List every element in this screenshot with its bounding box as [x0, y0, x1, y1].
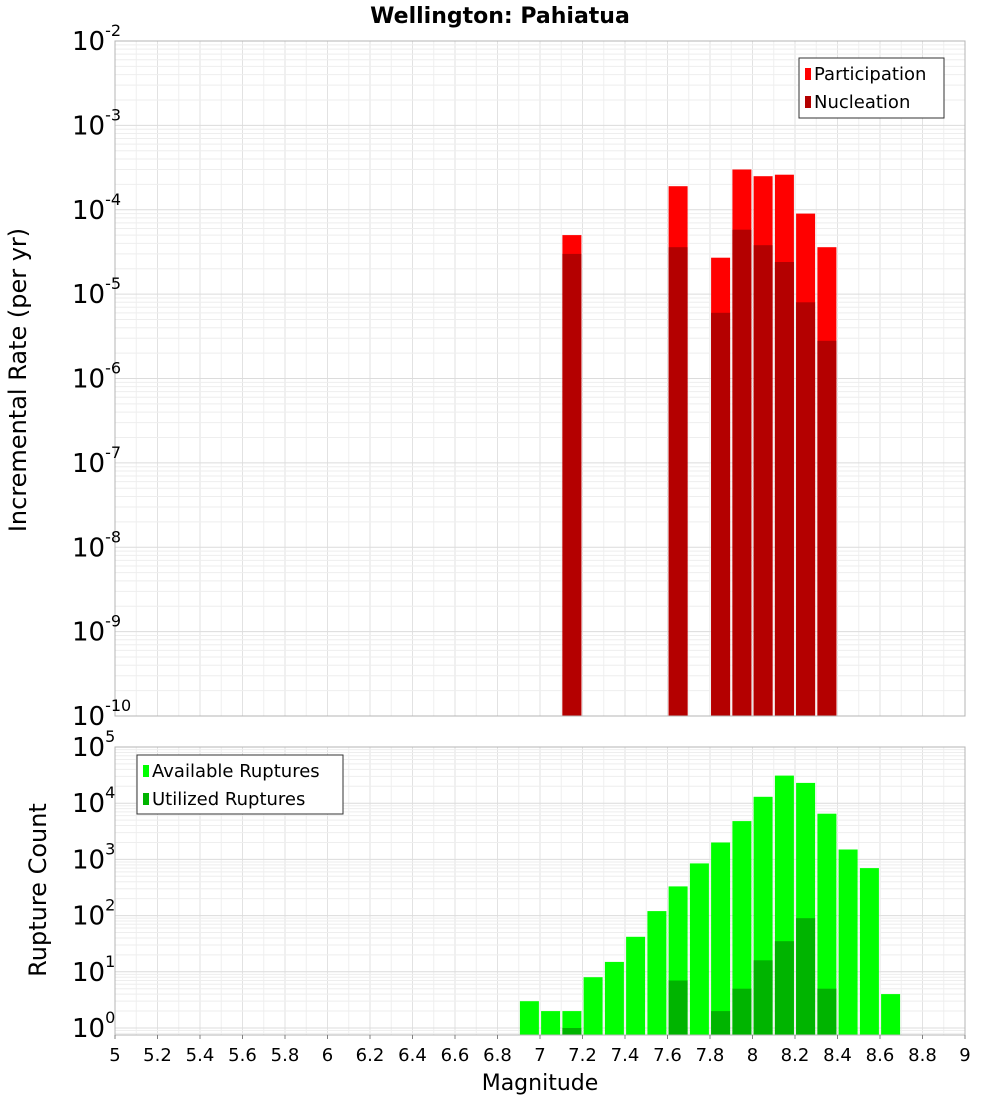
legend-swatch — [805, 68, 811, 80]
x-ticks: 5 5.2 5.4 5.6 5.8 6 6.2 6.4 6.6 6.8 7 7.2 7.4 7.6 7.8 8… — [109, 1035, 971, 1066]
available-ruptures-bar — [689, 863, 709, 1035]
nucleation-bar — [732, 229, 752, 716]
nucleation-bar — [774, 262, 794, 716]
legend-label: Participation — [814, 64, 926, 85]
available-ruptures-bar — [519, 1001, 539, 1035]
x-tick-label: 8.8 — [908, 1045, 937, 1066]
x-tick-label: 7.8 — [696, 1045, 725, 1066]
bottom-panel: 100 101 102 103 104 105 5 5.2 5.4 5.6 5.8 6 6.2 6.4 6… — [24, 727, 971, 1066]
top-y-ticks: 10-10 10-9 10-8 10-7 10-6 10-5 10-4 10-3 10-2 — [72, 21, 131, 732]
x-tick-label: 8 — [747, 1045, 758, 1066]
available-ruptures-bar — [626, 936, 646, 1035]
x-tick-label: 7.6 — [653, 1045, 682, 1066]
available-ruptures-bar — [541, 1011, 561, 1035]
x-tick-label: 5.8 — [271, 1045, 300, 1066]
legend-swatch — [805, 96, 811, 108]
legend-label: Nucleation — [814, 92, 910, 113]
y-tick-label: 10-2 — [72, 21, 121, 57]
y-tick-label: 102 — [72, 896, 115, 932]
available-ruptures-bar — [859, 868, 879, 1035]
utilized-ruptures-bar — [753, 960, 773, 1035]
available-ruptures-bar — [732, 821, 752, 1035]
x-tick-label: 6.8 — [483, 1045, 512, 1066]
available-ruptures-bar — [838, 849, 858, 1035]
x-tick-label: 8.4 — [823, 1045, 852, 1066]
available-ruptures-bar — [583, 977, 603, 1035]
top-grid — [114, 40, 966, 717]
x-tick-label: 6.4 — [398, 1045, 427, 1066]
utilized-ruptures-bar — [562, 1028, 582, 1035]
y-tick-label: 105 — [72, 727, 115, 763]
x-tick-label: 5.6 — [228, 1045, 257, 1066]
top-legend: Participation Nucleation — [798, 57, 945, 119]
available-ruptures-bar — [647, 911, 667, 1035]
y-tick-label: 10-3 — [72, 105, 121, 141]
utilized-ruptures-bar — [668, 980, 688, 1035]
legend-label: Available Ruptures — [152, 761, 320, 782]
utilized-ruptures-bar — [796, 918, 816, 1035]
x-tick-label: 7 — [534, 1045, 545, 1066]
x-tick-label: 9 — [959, 1045, 970, 1066]
available-ruptures-bar — [881, 994, 901, 1035]
x-tick-label: 6.2 — [356, 1045, 385, 1066]
nucleation-bar — [753, 245, 773, 716]
x-tick-label: 5.2 — [143, 1045, 172, 1066]
chart-title: Wellington: Pahiatua — [370, 4, 630, 29]
top-bars — [562, 169, 837, 716]
nucleation-bar — [817, 340, 837, 716]
x-axis-label: Magnitude — [482, 1071, 599, 1096]
y-tick-label: 100 — [72, 1008, 115, 1044]
y-tick-label: 10-5 — [72, 274, 121, 310]
y-tick-label: 10-9 — [72, 612, 121, 648]
nucleation-bar — [668, 247, 688, 716]
top-panel: 10-10 10-9 10-8 10-7 10-6 10-5 10-4 10-3 10-2 In… — [4, 21, 966, 732]
legend-swatch — [143, 765, 149, 777]
nucleation-bar — [562, 253, 582, 716]
x-tick-label: 6 — [322, 1045, 333, 1066]
x-tick-label: 6.6 — [441, 1045, 470, 1066]
legend-swatch — [143, 793, 149, 805]
utilized-ruptures-bar — [732, 988, 752, 1035]
nucleation-bar — [796, 302, 816, 716]
y-tick-label: 10-7 — [72, 443, 121, 479]
y-tick-label: 103 — [72, 839, 115, 875]
utilized-ruptures-bar — [817, 988, 837, 1035]
bottom-bars — [519, 775, 901, 1035]
legend-box — [798, 57, 945, 119]
available-ruptures-bar — [817, 813, 837, 1035]
y-tick-label: 104 — [72, 783, 115, 819]
top-plot-border — [114, 40, 966, 717]
y-tick-label: 10-10 — [72, 696, 131, 732]
x-tick-label: 8.6 — [866, 1045, 895, 1066]
y-tick-label: 10-6 — [72, 359, 121, 395]
nucleation-bar — [711, 312, 731, 716]
utilized-ruptures-bar — [774, 941, 794, 1035]
available-ruptures-bar — [711, 842, 731, 1035]
bottom-legend: Available Ruptures Utilized Ruptures — [136, 754, 344, 815]
available-ruptures-bar — [604, 961, 624, 1035]
x-tick-label: 8.2 — [781, 1045, 810, 1066]
x-tick-label: 5.4 — [186, 1045, 215, 1066]
bottom-y-axis-label: Rupture Count — [24, 803, 52, 977]
top-y-axis-label: Incremental Rate (per yr) — [4, 228, 32, 532]
x-tick-label: 7.2 — [568, 1045, 597, 1066]
x-tick-label: 5 — [109, 1045, 120, 1066]
y-tick-label: 10-8 — [72, 527, 121, 563]
legend-label: Utilized Ruptures — [152, 789, 305, 810]
y-tick-label: 101 — [72, 952, 115, 988]
legend-box — [136, 754, 344, 815]
utilized-ruptures-bar — [711, 1011, 731, 1035]
bottom-y-ticks: 100 101 102 103 104 105 — [72, 727, 115, 1044]
x-tick-label: 7.4 — [611, 1045, 640, 1066]
y-tick-label: 10-4 — [72, 190, 121, 226]
